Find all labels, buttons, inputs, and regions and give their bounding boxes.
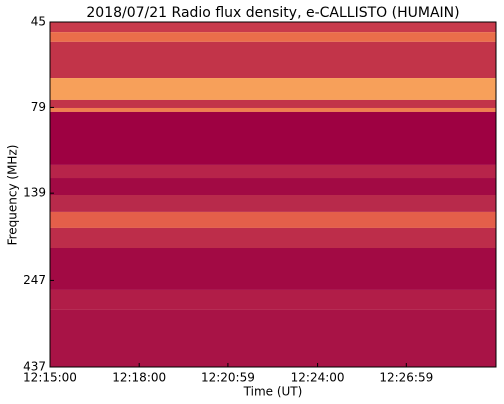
x-tick-label: 12:24:00 [291,371,345,385]
band [50,22,496,33]
x-tick-label: 12:15:00 [23,371,77,385]
band [50,178,496,196]
band [50,309,496,367]
band [50,78,496,100]
y-axis-label: Frequency (MHz) [6,145,20,246]
band [50,195,496,212]
band [50,107,496,112]
band [50,111,496,165]
band [50,99,496,108]
chart-title: 2018/07/21 Radio flux density, e-CALLIST… [86,5,459,21]
band [50,164,496,179]
y-tick-label: 139 [23,186,46,200]
x-axis-label: Time (UT) [243,385,303,399]
y-tick-label: 45 [31,15,46,29]
band [50,247,496,290]
band [50,227,496,248]
y-tick-label: 79 [31,100,46,114]
x-tick-label: 12:20:59 [201,371,255,385]
y-tick-label: 437 [23,360,46,374]
band [50,289,496,310]
x-tick-label: 12:26:59 [379,371,433,385]
y-tick-label: 247 [23,273,46,287]
band [50,32,496,42]
band [50,41,496,79]
band [50,211,496,228]
plot-area [50,22,496,367]
plot-frame [49,21,497,368]
x-tick-label: 12:18:00 [112,371,166,385]
